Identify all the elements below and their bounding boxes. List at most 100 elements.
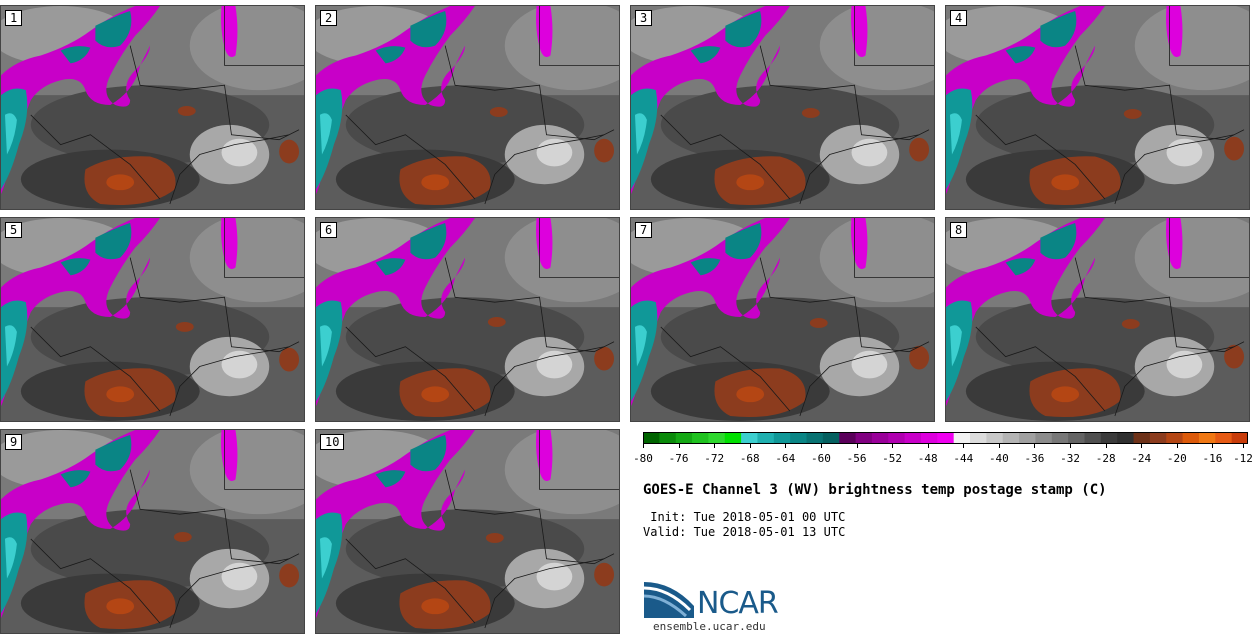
colorbar-segment (643, 432, 660, 444)
colorbar-segment (920, 432, 938, 444)
colorbar-segment (1166, 432, 1184, 444)
colorbar-ticks: -80 -76 -72 -68 -64 -60 -56 -52 -48 -44 -40 -36 -32 -… (633, 444, 1253, 466)
wv-field-map (631, 6, 934, 209)
colorbar-segment (986, 432, 1004, 444)
colorbar-segment (1133, 432, 1151, 444)
colorbar-segment (1149, 432, 1167, 444)
panel-number-label: 8 (950, 222, 968, 238)
colorbar-tick-label: -52 (882, 452, 903, 465)
colorbar-segment (806, 432, 824, 444)
panel-number-label: 1 (5, 10, 23, 26)
postage-stamp-panel: 9 (0, 429, 305, 634)
colorbar-tick-label: -36 (1024, 452, 1045, 465)
colorbar-segment (708, 432, 726, 444)
wv-field-map (316, 6, 619, 209)
colorbar-segment (1215, 432, 1233, 444)
colorbar-tick-label: -28 (1095, 452, 1116, 465)
colorbar-tick (1070, 444, 1072, 448)
colorbar-tick-label: -16 (1202, 452, 1223, 465)
colorbar-tick-label: -80 (633, 452, 653, 465)
colorbar-segment (724, 432, 742, 444)
postage-stamp-panel: 2 (315, 5, 620, 210)
init-time: Init: Tue 2018-05-01 00 UTC (643, 510, 846, 524)
colorbar-tick-label: -60 (811, 452, 831, 465)
postage-stamp-panel: 8 (945, 217, 1250, 422)
colorbar-segment (1019, 432, 1036, 444)
panel-number-label: 10 (320, 434, 345, 450)
colorbar-tick (1034, 444, 1036, 448)
colorbar-segment (741, 432, 758, 444)
panel-number-label: 5 (5, 222, 23, 238)
colorbar-tick-label: -20 (1166, 452, 1187, 465)
ncar-logo-icon (643, 582, 694, 618)
colorbar-segment (773, 432, 791, 444)
colorbar-tick (927, 444, 929, 448)
colorbar-segment (1117, 432, 1135, 444)
colorbar-segment (904, 432, 922, 444)
colorbar-border (643, 432, 1248, 444)
colorbar-tick-label: -44 (953, 452, 974, 465)
panel-number-label: 7 (635, 222, 653, 238)
colorbar-tick-label: -68 (739, 452, 760, 465)
colorbar-tick (714, 444, 716, 448)
colorbar-segment (822, 432, 840, 444)
colorbar-segment (953, 432, 971, 444)
colorbar-tick-label: -76 (668, 452, 689, 465)
colorbar-segment (757, 432, 775, 444)
colorbar-tick-label: -12 (1233, 452, 1253, 465)
colorbar-segment (871, 432, 889, 444)
colorbar-tick-label: -48 (917, 452, 938, 465)
colorbar-tick (998, 444, 1000, 448)
figure-title: GOES-E Channel 3 (WV) brightness temp po… (643, 482, 1107, 498)
colorbar-tick (820, 444, 822, 448)
colorbar-segment (970, 432, 987, 444)
wv-field-map (1, 218, 304, 421)
colorbar-tick (892, 444, 894, 448)
colorbar-segment (1100, 432, 1118, 444)
colorbar-segment (855, 432, 873, 444)
colorbar-segment (1002, 432, 1020, 444)
ncar-logo-text: NCAR (697, 586, 779, 621)
colorbar-segment (937, 432, 955, 444)
colorbar-segment (790, 432, 808, 444)
colorbar-segment (1035, 432, 1053, 444)
colorbar-segment (1084, 432, 1102, 444)
postage-stamp-panel: 1 (0, 5, 305, 210)
colorbar-tick (678, 444, 680, 448)
site-url: ensemble.ucar.edu (653, 620, 766, 633)
colorbar-tick-label: -72 (704, 452, 725, 465)
colorbar-tick (963, 444, 965, 448)
valid-time: Valid: Tue 2018-05-01 13 UTC (643, 525, 846, 539)
wv-field-map (631, 218, 934, 421)
colorbar-tick (1141, 444, 1143, 448)
colorbar-tick-label: -40 (988, 452, 1009, 465)
wv-field-map (1, 6, 304, 209)
colorbar-segment (659, 432, 677, 444)
colorbar-segment (839, 432, 857, 444)
panel-number-label: 6 (320, 222, 338, 238)
colorbar-segment (692, 432, 709, 444)
colorbar-tick (785, 444, 787, 448)
colorbar-tick (1243, 444, 1244, 448)
colorbar-tick (1105, 444, 1107, 448)
wv-field-map (946, 218, 1249, 421)
postage-stamp-panel: 6 (315, 217, 620, 422)
postage-stamp-panel: 3 (630, 5, 935, 210)
colorbar-segment (1051, 432, 1069, 444)
panel-number-label: 3 (635, 10, 653, 26)
colorbar-tick (643, 444, 644, 448)
colorbar-tick-label: -24 (1131, 452, 1152, 465)
colorbar-segment (1182, 432, 1200, 444)
colorbar-segment (888, 432, 906, 444)
colorbar-segment (675, 432, 693, 444)
colorbar-tick (1212, 444, 1214, 448)
postage-stamp-panel: 4 (945, 5, 1250, 210)
wv-field-map (946, 6, 1249, 209)
colorbar-tick (749, 444, 751, 448)
colorbar-segment (1198, 432, 1216, 444)
postage-stamp-panel: 5 (0, 217, 305, 422)
postage-stamp-panel: 7 (630, 217, 935, 422)
colorbar-tick-label: -56 (846, 452, 867, 465)
wv-field-map (316, 218, 619, 421)
wv-field-map (1, 430, 304, 633)
